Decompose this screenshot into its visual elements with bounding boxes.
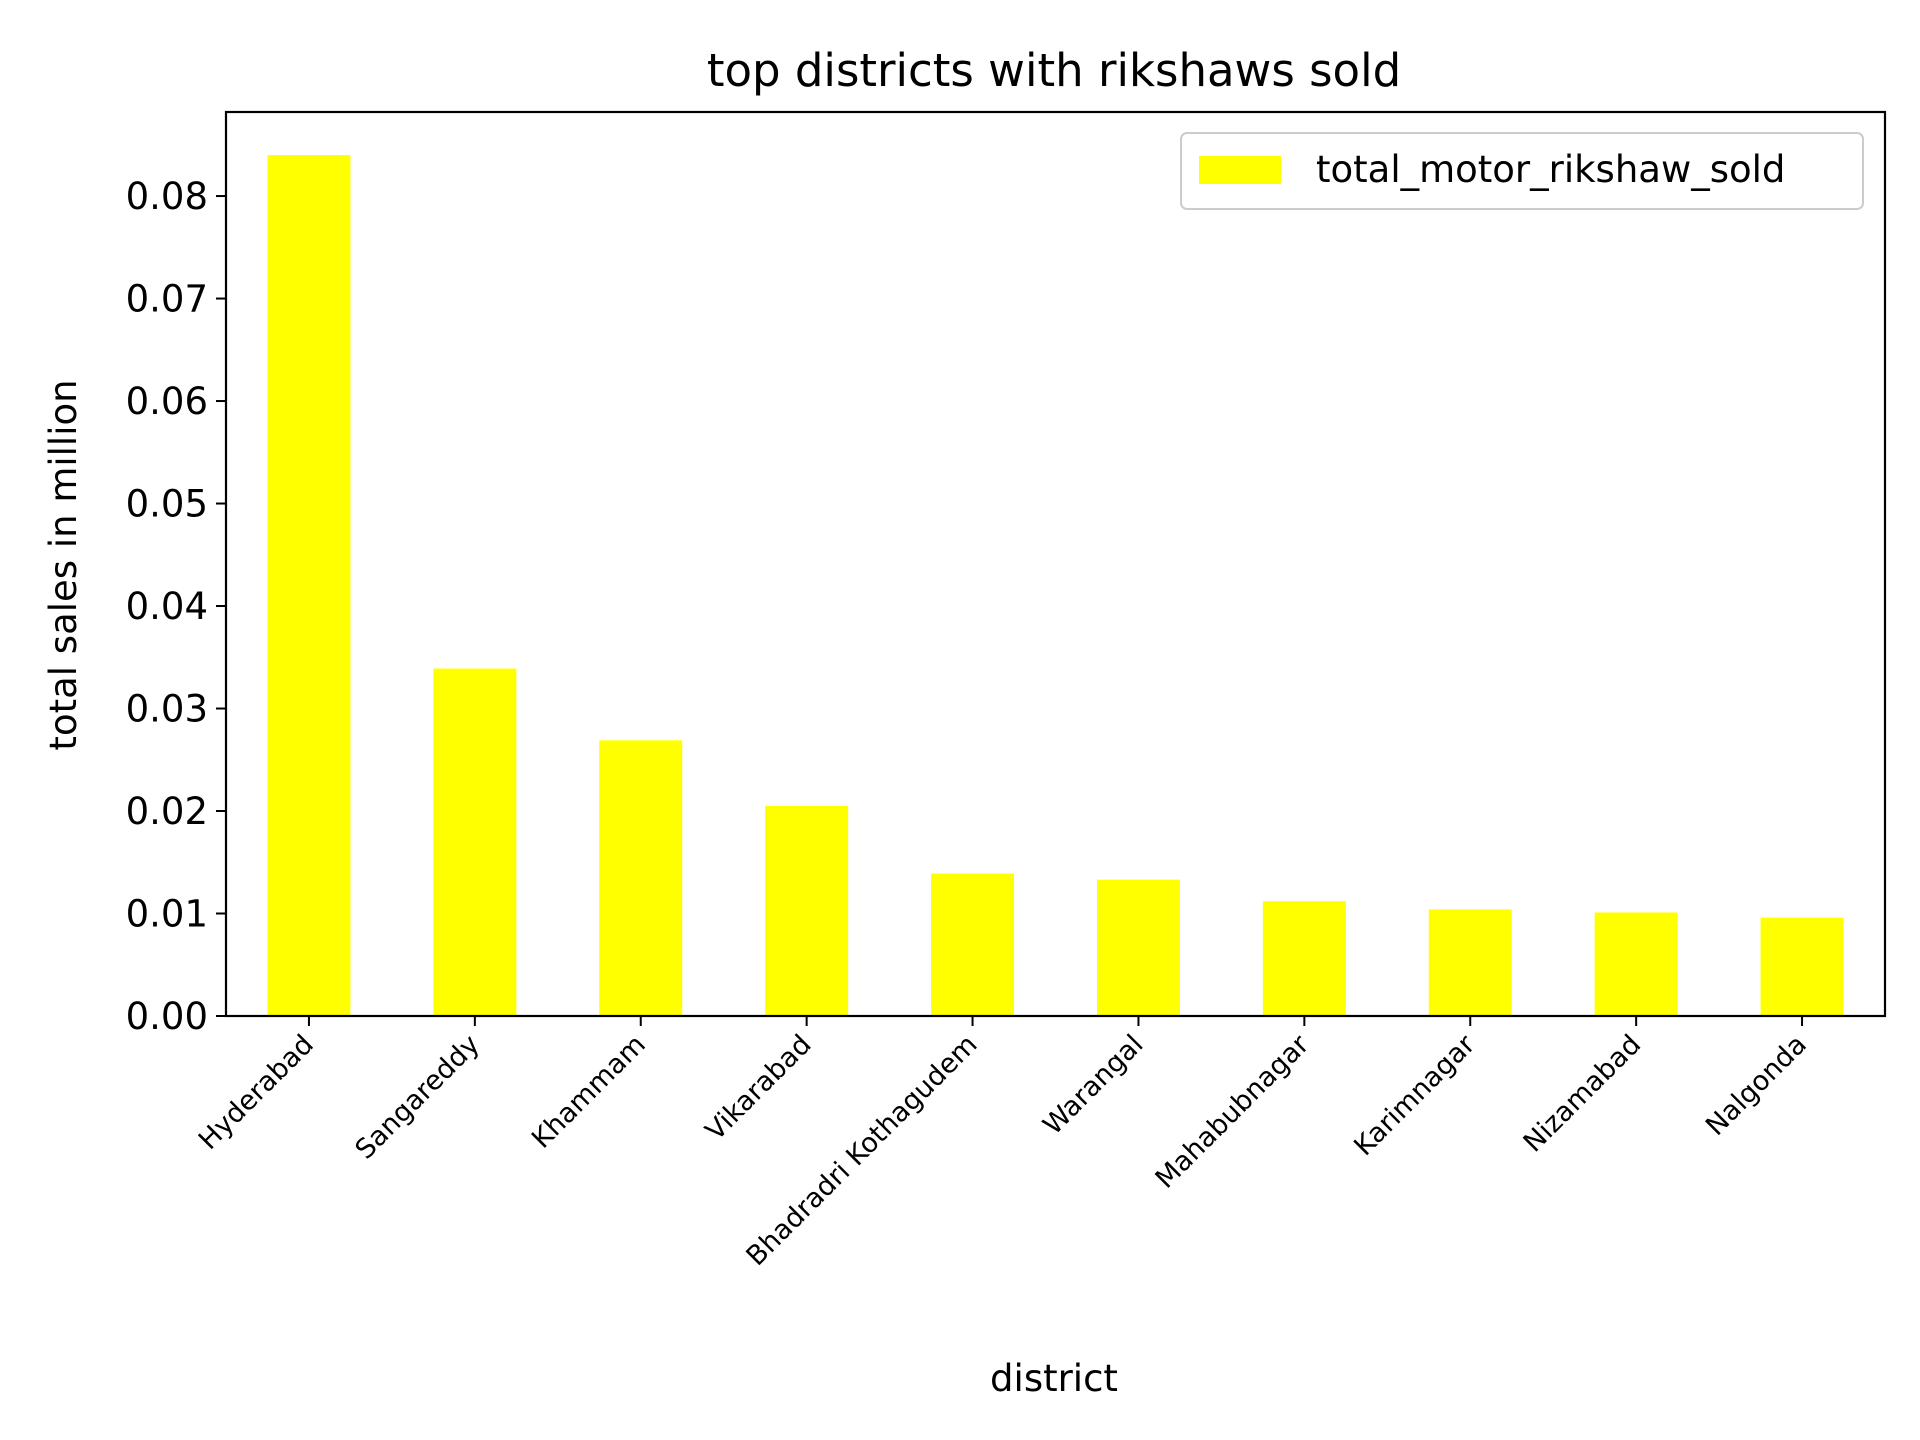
y-axis-label: total sales in million: [42, 379, 85, 750]
legend-swatch: [1199, 156, 1281, 184]
y-tick-label: 0.00: [126, 995, 208, 1038]
bar-nalgonda: [1760, 917, 1844, 1016]
y-tick-label: 0.04: [126, 585, 208, 628]
plot-frame: [224, 110, 1887, 1018]
bar-bhadradri-kothagudem: [931, 873, 1015, 1016]
y-tick-label: 0.02: [126, 790, 208, 833]
bar-warangal: [1096, 879, 1180, 1016]
bar-sangareddy: [433, 668, 517, 1016]
bar-vikarabad: [765, 805, 849, 1016]
legend-label: total_motor_rikshaw_sold: [1316, 148, 1785, 191]
y-tick-label: 0.05: [126, 483, 208, 526]
legend-box: [1180, 132, 1864, 210]
y-tick-label: 0.03: [126, 688, 208, 731]
bar-nizamabad: [1594, 912, 1678, 1016]
bar-khammam: [599, 740, 683, 1016]
x-axis-label: district: [990, 1357, 1118, 1400]
legend: total_motor_rikshaw_sold: [1180, 132, 1864, 210]
y-axis: 0.00 0.01 0.02 0.03 0.04 0.05 0.06 0.07 0.08: [126, 175, 226, 1038]
bars: [267, 155, 1844, 1017]
y-tick-label: 0.07: [126, 278, 208, 321]
bar-mahabubnagar: [1262, 901, 1346, 1016]
y-tick-label: 0.01: [126, 893, 208, 936]
bar-hyderabad: [267, 155, 351, 1017]
chart-title: top districts with rikshaws sold: [707, 44, 1401, 97]
bar-karimnagar: [1428, 909, 1512, 1016]
y-tick-label: 0.08: [126, 175, 208, 218]
y-tick-label: 0.06: [126, 380, 208, 423]
